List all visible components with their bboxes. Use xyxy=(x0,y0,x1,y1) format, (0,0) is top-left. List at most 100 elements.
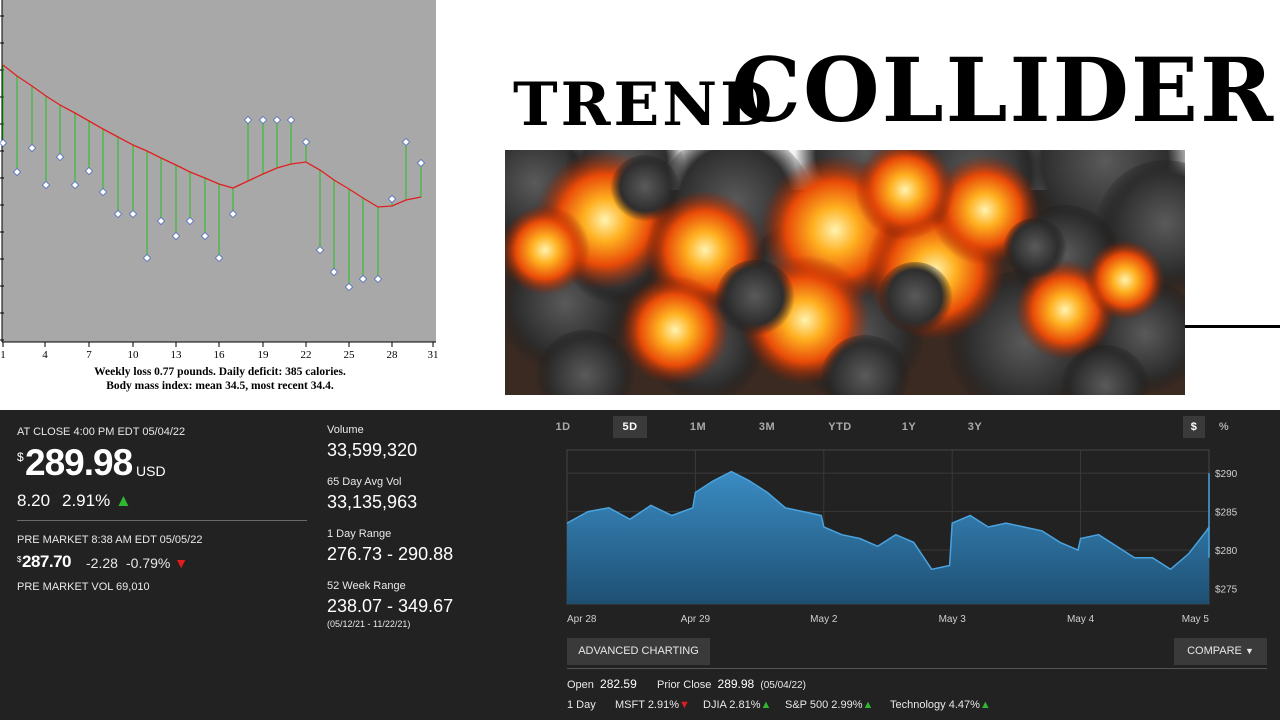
weight-data-point xyxy=(142,253,152,263)
weight-x-tick-label: 22 xyxy=(301,349,312,361)
stat-value: 276.73 - 290.88 xyxy=(327,544,454,564)
x-axis-tick-label: May 4 xyxy=(1067,614,1095,625)
range-tab-3m[interactable]: 3M xyxy=(758,421,776,433)
weight-x-tick-label: 1 xyxy=(0,349,6,361)
weight-x-tick-label: 28 xyxy=(387,349,399,361)
x-axis-tick-label: May 3 xyxy=(939,614,967,625)
price-change: 8.20 xyxy=(17,491,51,510)
range-tab-1m[interactable]: 1M xyxy=(689,421,707,433)
stat-value: 33,599,320 xyxy=(327,440,418,460)
price-chart: $290 $285 $280 $275 Apr 28 Apr 29 May 2 May 3 M… xyxy=(566,449,1238,625)
open-row: Open 282.59 xyxy=(567,677,637,691)
compare-button[interactable]: COMPARE ▼ xyxy=(1174,638,1267,665)
ticker-djia[interactable]: DJIA 2.81%▲ xyxy=(703,699,772,711)
weight-data-point xyxy=(416,158,426,168)
weight-x-tick-label: 25 xyxy=(344,349,356,361)
weight-data-point xyxy=(329,267,339,277)
stat-label: 1 Day Range xyxy=(327,528,392,540)
weight-data-point xyxy=(12,167,22,177)
up-arrow-icon: ▲ xyxy=(760,699,772,711)
weight-x-tick-label: 19 xyxy=(258,349,270,361)
weight-data-point xyxy=(373,274,383,284)
y-axis-tick-label: $280 xyxy=(1215,546,1238,557)
weight-data-point xyxy=(214,253,224,263)
stat-label: 52 Week Range xyxy=(327,580,406,592)
weight-data-point xyxy=(0,138,8,148)
weight-data-point xyxy=(301,137,311,147)
close-timestamp: AT CLOSE 4:00 PM EDT 05/04/22 xyxy=(17,426,186,438)
weight-chart: 1 4 7 10 13 16 19 22 25 28 31 xyxy=(0,0,439,361)
weight-data-point xyxy=(286,115,296,125)
price-currency-symbol: $ xyxy=(17,450,24,464)
weight-data-point xyxy=(156,216,166,226)
range-tab-ytd[interactable]: YTD xyxy=(828,421,852,433)
divider xyxy=(17,520,307,521)
stat-label: Volume xyxy=(327,424,364,436)
last-price: 289.98 xyxy=(25,442,133,483)
down-arrow-icon: ▼ xyxy=(174,555,189,571)
x-axis-tick-label: Apr 28 xyxy=(567,614,597,625)
x-axis-tick-label: May 5 xyxy=(1182,614,1210,625)
range-tab-3y[interactable]: 3Y xyxy=(967,421,983,433)
weight-data-point xyxy=(272,115,282,125)
x-axis-tick-label: May 2 xyxy=(810,614,838,625)
weight-data-point xyxy=(171,231,181,241)
weight-data-point xyxy=(113,209,123,219)
y-axis-tick-label: $275 xyxy=(1215,585,1238,596)
premarket-price: 287.70 xyxy=(22,552,72,571)
weight-x-tick-label: 10 xyxy=(128,349,140,361)
ticker-msft[interactable]: MSFT 2.91%▼ xyxy=(615,699,690,711)
premarket-timestamp: PRE MARKET 8:38 AM EDT 05/05/22 xyxy=(17,534,203,546)
title-word-collider: COLLIDER xyxy=(731,38,1276,142)
weight-data-point xyxy=(98,187,108,197)
up-arrow-icon: ▲ xyxy=(114,491,132,510)
range-tab-5d[interactable]: 5D xyxy=(613,416,647,438)
weight-caption-line1: Weekly loss 0.77 pounds. Daily deficit: … xyxy=(94,366,346,378)
premarket-change: -2.28 xyxy=(86,555,118,571)
divider xyxy=(567,668,1267,669)
caret-down-icon: ▼ xyxy=(1244,646,1254,656)
range-tab-1d[interactable]: 1D xyxy=(555,421,571,433)
ticker-sp500[interactable]: S&P 500 2.99%▲ xyxy=(785,699,874,711)
weight-data-point xyxy=(228,209,238,219)
page-title: TREND COLLIDER xyxy=(505,38,1273,142)
weight-data-point xyxy=(27,143,37,153)
weight-data-point xyxy=(200,231,210,241)
explosion-image xyxy=(505,150,1185,395)
stock-quote-panel: AT CLOSE 4:00 PM EDT 05/04/22 $ 289.98 U… xyxy=(0,410,1280,720)
toggle-percent[interactable]: % xyxy=(1218,421,1230,433)
price-line xyxy=(566,470,1210,571)
y-axis-tick-label: $290 xyxy=(1215,469,1238,480)
range-tab-1y[interactable]: 1Y xyxy=(901,421,917,433)
stat-label: 65 Day Avg Vol xyxy=(327,476,402,488)
weight-plot-area xyxy=(2,0,436,342)
price-area xyxy=(567,471,1209,604)
weight-data-point xyxy=(55,152,65,162)
premarket-change-pct: -0.79% ▼ xyxy=(126,555,189,571)
horizontal-rule xyxy=(1185,325,1280,328)
up-arrow-icon: ▲ xyxy=(862,699,874,711)
weight-data-point xyxy=(243,115,253,125)
weight-data-point xyxy=(185,216,195,226)
weight-x-tick-label: 31 xyxy=(428,349,439,361)
toggle-dollar[interactable]: $ xyxy=(1183,416,1205,438)
weight-trend-line xyxy=(2,64,422,208)
stat-value: 33,135,963 xyxy=(327,492,418,512)
weight-x-tick-label: 16 xyxy=(214,349,226,361)
prior-close-row: Prior Close 289.98 (05/04/22) xyxy=(657,677,806,691)
weight-data-point xyxy=(401,137,411,147)
premarket-currency-symbol: $ xyxy=(17,555,22,564)
weight-chart-panel: 1 4 7 10 13 16 19 22 25 28 31 Weekly loss 0.77 pou… xyxy=(0,0,440,400)
weight-data-point xyxy=(84,166,94,176)
ticker-technology[interactable]: Technology 4.47%▲ xyxy=(890,699,991,711)
weight-x-tick-label: 13 xyxy=(171,349,183,361)
title-word-trend: TREND xyxy=(513,70,776,140)
weight-data-point xyxy=(41,180,51,190)
advanced-charting-button[interactable]: ADVANCED CHARTING xyxy=(567,638,710,665)
y-axis-tick-label: $285 xyxy=(1215,508,1238,519)
weight-data-point xyxy=(128,209,138,219)
x-axis-tick-label: Apr 29 xyxy=(681,614,711,625)
weight-data-point xyxy=(315,245,325,255)
weight-x-tick-label: 7 xyxy=(86,349,92,361)
price-currency: USD xyxy=(136,463,166,479)
